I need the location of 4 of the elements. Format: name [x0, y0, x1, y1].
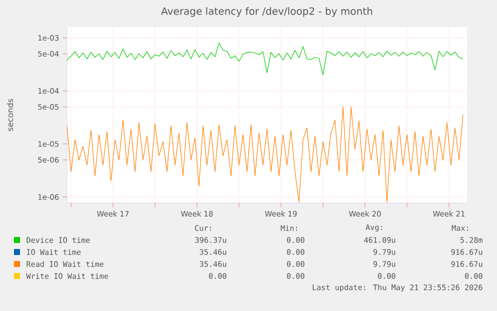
line-series: [67, 106, 464, 202]
chart-title: Average latency for /dev/loop2 - by month: [161, 7, 372, 17]
line-series: [67, 42, 464, 76]
y-axis-title: seconds: [6, 99, 14, 131]
